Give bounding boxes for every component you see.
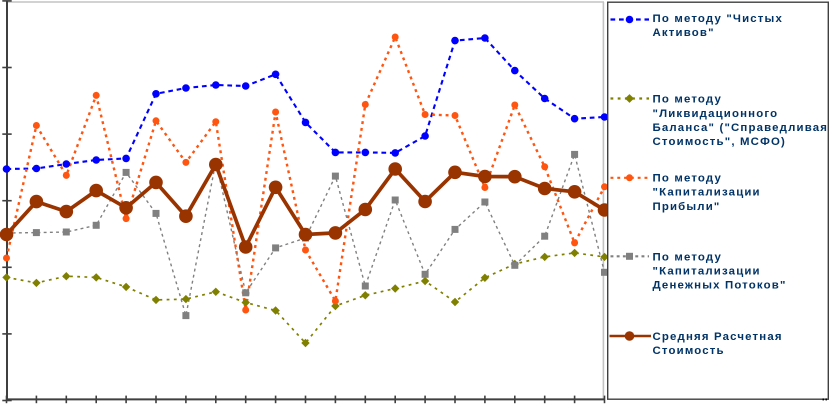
svg-text:Средняя Расчетная: Средняя Расчетная: [653, 331, 783, 343]
svg-text:"Ликвидационного: "Ликвидационного: [653, 108, 779, 120]
svg-text:По методу: По методу: [653, 252, 722, 264]
svg-text:Баланса" ("Справедливая: Баланса" ("Справедливая: [653, 122, 829, 134]
svg-text:По методу: По методу: [653, 94, 722, 106]
svg-text:По методу: По методу: [653, 173, 722, 185]
svg-text:По методу "Чистых: По методу "Чистых: [653, 13, 783, 25]
svg-text:Активов": Активов": [653, 27, 715, 39]
svg-text:Денежных Потоков": Денежных Потоков": [653, 280, 787, 292]
svg-text:Стоимость", МСФО): Стоимость", МСФО): [653, 136, 787, 148]
svg-text:"Капитализации: "Капитализации: [653, 187, 761, 199]
svg-text:"Капитализации: "Капитализации: [653, 266, 761, 278]
svg-text:Стоимость: Стоимость: [653, 345, 725, 357]
svg-text:Прибыли": Прибыли": [653, 201, 721, 213]
